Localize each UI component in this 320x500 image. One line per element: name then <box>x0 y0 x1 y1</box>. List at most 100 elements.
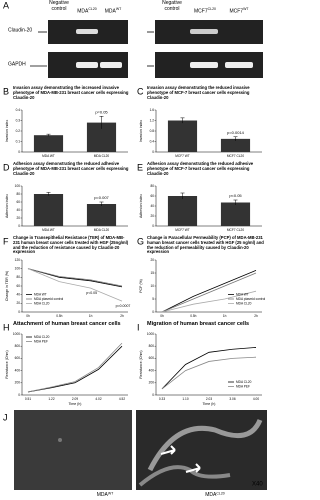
x-tick-label: 3.06 <box>229 397 235 401</box>
y-tick-label: 600 <box>149 356 155 360</box>
annotation: p=0.0007 <box>116 304 131 308</box>
y-tick-label: 800 <box>15 344 21 348</box>
arrow <box>185 463 201 473</box>
y-tick-label: 20 <box>16 216 20 220</box>
x-tick-label: MDA CL20 <box>94 228 110 232</box>
annotation: p=0.007 <box>94 195 109 200</box>
panel-letter: D <box>3 162 10 172</box>
legend-label: MDA PEF <box>34 339 48 343</box>
x-tick-label: 4.52 <box>119 397 125 401</box>
legend-label: MDA CL20 <box>236 380 252 384</box>
y-tick-label: 400 <box>15 368 21 372</box>
y-axis-label: Invasion index <box>5 120 9 143</box>
x-tick-label: 2h <box>120 314 124 318</box>
y-tick-label: 20 <box>150 258 154 262</box>
lane-label: MCF7CL20 <box>188 7 222 15</box>
series-line <box>161 272 257 313</box>
image-label: MDACL20 <box>205 491 225 498</box>
x-tick-label: MCF7 CL20 <box>227 154 244 158</box>
band <box>76 62 98 68</box>
x-axis-label: Time (h) <box>69 402 82 406</box>
y-tick-label: 0 <box>152 150 154 154</box>
y-tick-label: 20 <box>150 214 154 218</box>
lane-sup: WT <box>115 7 122 11</box>
band <box>190 62 218 68</box>
y-tick-label: 0 <box>18 224 20 228</box>
series-line <box>161 347 257 390</box>
panel-letter: A <box>3 0 9 10</box>
y-tick-label: 5 <box>152 297 154 301</box>
x-tick-label: MDA CL20 <box>94 154 110 158</box>
x-tick-label: MDA WT <box>42 228 55 232</box>
y-axis-label: Change in TER (%) <box>5 271 9 301</box>
series-line <box>27 342 123 393</box>
y-tick-label: 100 <box>15 184 21 188</box>
panel-letter: B <box>3 86 9 96</box>
series-line <box>161 270 257 313</box>
x-tick-label: 0h <box>26 314 30 318</box>
y-tick-label: 1.2 <box>150 118 155 122</box>
micrograph <box>136 410 267 490</box>
x-tick-label: MCF7 CL20 <box>227 228 244 232</box>
legend-label: MDA WT <box>34 292 47 296</box>
y-tick-label: 0 <box>18 150 20 154</box>
chart-title: Attachment of human breast cancer cells <box>13 321 121 327</box>
chart-title: Change in Transepithelial Resistance (TE… <box>13 235 129 255</box>
y-axis-label: Adhesion index <box>5 194 9 218</box>
legend-label: MDA plasmid control <box>236 297 266 301</box>
series-line <box>27 345 123 393</box>
panel-letter: E <box>137 162 143 172</box>
y-tick-label: 0.1 <box>16 139 21 143</box>
row-label: GAPDH <box>8 61 26 67</box>
lane-sup: CL20 <box>207 7 216 11</box>
label-sup: CL20 <box>216 491 224 495</box>
x-tick-label: 1h <box>89 314 93 318</box>
y-tick-label: 0 <box>152 224 154 228</box>
row-label: Claudin-20 <box>8 27 32 33</box>
x-tick-label: 0.33 <box>159 397 165 401</box>
chart-title: Change in Paracellular Permeability (PCP… <box>147 235 264 255</box>
cell <box>147 418 263 472</box>
lane-label: MCF7WT <box>222 7 256 15</box>
y-tick-label: 60 <box>150 194 154 198</box>
y-axis-label: PCP (%) <box>139 279 143 293</box>
label-text: MDA <box>97 492 109 498</box>
x-tick-label: 4.00 <box>253 397 259 401</box>
lane-text: Negative control <box>49 0 69 12</box>
panel-letter: J <box>3 412 8 422</box>
y-tick-label: 120 <box>15 258 21 262</box>
panel-letter: H <box>3 322 10 332</box>
chart-title: Invasion assay demonstrating the increas… <box>13 85 129 100</box>
y-tick-label: 100 <box>15 267 21 271</box>
y-tick-label: 1000 <box>147 332 154 336</box>
x-tick-label: MCF7 WT <box>175 154 190 158</box>
annotation: p=0.05 <box>95 109 108 114</box>
bar <box>86 204 117 226</box>
bar <box>220 138 251 152</box>
band <box>100 62 122 68</box>
y-tick-label: 400 <box>149 368 155 372</box>
y-axis-label: Adhesion index <box>139 194 143 218</box>
error-bar <box>180 117 185 124</box>
lane-text: Negative control <box>162 0 182 12</box>
y-tick-label: 1000 <box>13 332 20 336</box>
bar <box>167 120 198 152</box>
y-tick-label: 80 <box>150 184 154 188</box>
panel-letter: G <box>137 236 144 246</box>
lane-text: MDA <box>77 8 89 15</box>
image-label: MDAWT <box>97 491 114 498</box>
y-tick-label: 60 <box>16 284 20 288</box>
chart-title: Adhesion assay demonstrating the reduced… <box>147 161 254 176</box>
error-bar <box>99 116 104 129</box>
y-tick-label: 200 <box>149 381 155 385</box>
x-tick-label: 1.10 <box>182 397 188 401</box>
legend-label: MDA CL20 <box>236 301 252 305</box>
x-tick-label: 0.5h <box>56 314 62 318</box>
x-tick-label: 2h <box>254 314 258 318</box>
y-tick-label: 1.6 <box>150 108 155 112</box>
y-tick-label: 0.3 <box>16 118 21 122</box>
legend-label: MDA CL20 <box>34 301 50 305</box>
y-tick-label: 80 <box>16 275 20 279</box>
error-bar <box>233 199 238 205</box>
